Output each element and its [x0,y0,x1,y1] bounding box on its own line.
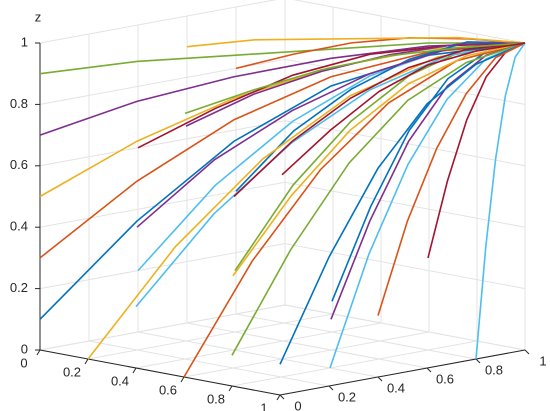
curve [137,42,526,149]
curve [231,42,526,356]
z-axis-label: z [35,9,42,24]
x-tick [132,367,137,374]
axis-line [279,349,526,396]
y-tick-label: 0.6 [436,371,454,386]
x-tick-label: 0 [20,355,27,370]
x-tick [228,385,233,392]
grid-line [292,0,526,44]
curve [135,42,526,308]
z-tick-label: 0.2 [10,280,28,295]
grid-line [135,322,382,369]
z-tick-label: 0 [21,341,28,356]
grid-line [284,304,526,351]
y-tick-label: 0.4 [387,380,405,395]
grid-line [284,243,526,290]
grid-line [284,120,526,167]
curve [184,42,526,115]
y-tick-label: 1 [539,353,546,368]
grid-line [39,304,286,351]
z-tick-label: 1 [21,34,28,49]
y-tick-label: 0.2 [338,389,356,404]
grid-line [183,331,430,378]
y-tick [475,358,481,364]
x-tick-label: 0.6 [159,382,177,397]
curve [281,42,526,176]
y-tick-label: 0 [294,398,301,411]
curve [232,42,526,277]
y-tick [524,349,530,355]
curve [183,42,526,378]
curve [329,42,526,369]
grid-line [231,340,478,387]
grid-line [186,322,428,369]
grid-line [87,313,334,360]
curve [233,42,526,198]
curve [475,42,526,360]
x-tick-label: 0.8 [207,391,225,406]
curve [87,42,526,360]
axis-line [39,349,281,396]
x-tick [36,349,41,356]
x-tick-label: 1 [260,400,267,411]
x-tick [84,358,89,365]
y-tick [377,376,383,382]
y-tick [426,367,432,373]
z-tick-label: 0.4 [10,219,28,234]
curve [186,36,526,48]
grid-line [137,331,379,378]
curve [279,42,526,365]
curve [235,41,526,192]
x-tick [180,376,185,383]
x-tick-label: 0.2 [63,364,81,379]
curve [377,42,526,316]
y-tick [279,394,285,400]
grid-line [39,0,277,44]
grid-line [39,120,286,167]
x-tick-label: 0.4 [111,373,129,388]
grid-line [284,181,526,228]
grid-line [88,340,330,387]
y-tick-label: 0.8 [485,362,503,377]
curve [39,42,525,75]
y-tick [328,385,334,391]
grid-line [39,243,286,290]
z-tick-label: 0.6 [10,157,28,172]
z-tick-label: 0.8 [10,96,28,111]
x-tick [276,394,281,401]
curve [39,42,526,320]
grid-line [235,313,477,360]
